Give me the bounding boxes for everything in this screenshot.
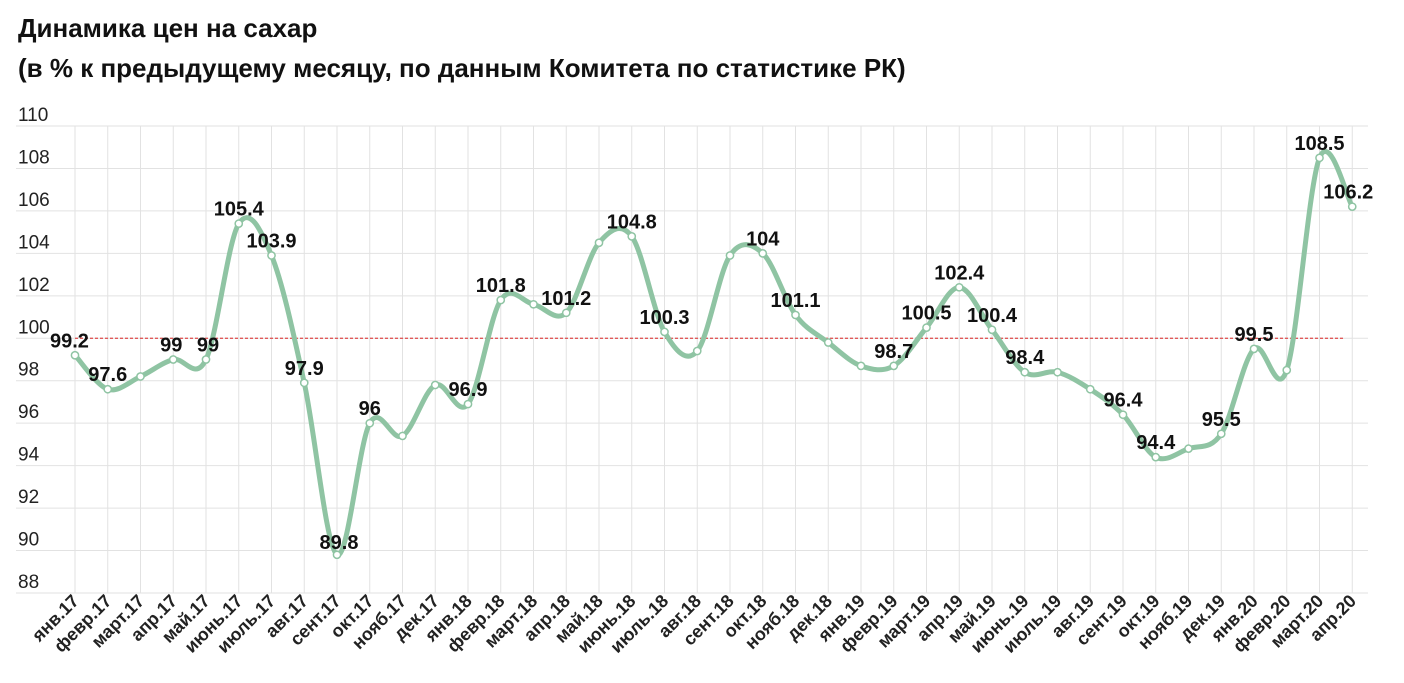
data-point	[1085, 384, 1095, 394]
chart-title-block: Динамика цен на сахар (в % к предыдущему…	[18, 8, 906, 88]
data-point	[201, 355, 211, 364]
data-point	[561, 308, 571, 318]
data-point	[70, 350, 80, 360]
data-label: 102.4	[934, 262, 985, 284]
data-label: 104	[746, 228, 780, 250]
data-label: 99.5	[1235, 324, 1274, 346]
data-label: 100.4	[967, 305, 1018, 327]
vertical-gridlines	[74, 126, 1353, 593]
y-tick-label: 94	[18, 445, 40, 466]
data-label: 103.9	[246, 230, 296, 252]
data-point	[692, 346, 702, 356]
data-point	[529, 299, 538, 309]
data-point	[725, 251, 735, 260]
data-point	[1053, 367, 1062, 377]
data-label: 94.4	[1136, 432, 1176, 454]
data-point	[889, 361, 899, 371]
data-label: 99.2	[50, 330, 89, 352]
data-point	[627, 232, 637, 241]
data-label: 104.8	[607, 211, 657, 233]
x-axis-ticks: янв.17февр.17март.17апр.17май.17июнь.17и…	[27, 591, 1360, 657]
data-point	[299, 378, 309, 388]
data-label: 98.7	[874, 341, 913, 363]
y-axis-ticks: 88 90 92 94 96 98 100 102 104 106 108 110	[18, 105, 50, 593]
data-label: 96.9	[449, 379, 488, 401]
data-label: 96	[359, 398, 381, 420]
data-point	[430, 380, 440, 390]
y-tick-label: 96	[18, 402, 39, 423]
chart-subtitle: (в % к предыдущему месяцу, по данным Ком…	[18, 53, 906, 83]
horizontal-gridlines	[16, 125, 1368, 594]
data-point	[758, 249, 768, 258]
data-label: 98.4	[1005, 347, 1045, 369]
y-tick-label: 104	[18, 232, 50, 253]
series-line	[72, 148, 1355, 558]
data-point	[168, 355, 178, 364]
data-point	[136, 372, 145, 381]
data-label: 101.1	[770, 290, 820, 312]
data-label: 105.4	[214, 199, 265, 221]
data-label: 97.6	[88, 364, 127, 386]
data-point	[1249, 344, 1259, 354]
data-point	[791, 310, 800, 320]
data-point	[332, 550, 342, 560]
data-label: 95.5	[1202, 409, 1241, 431]
data-label: 99	[197, 335, 219, 357]
y-tick-label: 98	[18, 360, 39, 381]
data-point	[1315, 153, 1324, 163]
data-label: 89.8	[320, 532, 359, 554]
data-point	[103, 384, 113, 394]
data-label: 96.4	[1104, 390, 1144, 412]
data-point	[1118, 410, 1128, 420]
data-point	[463, 399, 473, 409]
data-label: 100.3	[639, 307, 689, 329]
y-tick-label: 88	[18, 572, 39, 593]
data-point	[1282, 365, 1292, 375]
data-point	[1347, 202, 1357, 212]
data-label: 97.9	[285, 358, 324, 380]
data-point	[660, 327, 669, 337]
series-markers	[70, 153, 1357, 560]
y-tick-label: 102	[18, 275, 50, 296]
y-tick-label: 106	[18, 190, 50, 211]
data-label: 101.2	[541, 288, 591, 310]
data-point	[594, 238, 604, 248]
data-point	[987, 325, 997, 335]
data-labels: 99.2 97.6 99 99 105.4 103.9 97.9 89.8 96 96.9 101.…	[50, 133, 1373, 554]
data-label: 100.5	[901, 303, 951, 325]
data-point	[1184, 444, 1193, 454]
data-label: 106.2	[1323, 182, 1373, 204]
data-point	[954, 282, 964, 292]
data-point	[1151, 452, 1161, 462]
y-tick-label: 100	[18, 317, 50, 338]
chart-title: Динамика цен на сахар	[18, 13, 318, 43]
data-label: 108.5	[1294, 133, 1344, 155]
data-point	[856, 361, 866, 371]
data-point	[398, 431, 407, 441]
y-tick-label: 90	[18, 530, 39, 551]
data-point	[922, 323, 931, 333]
data-point	[365, 418, 375, 428]
data-point	[823, 338, 833, 347]
y-tick-label: 110	[18, 105, 48, 126]
data-label: 99	[160, 335, 182, 357]
data-point	[496, 295, 506, 305]
data-point	[234, 219, 244, 228]
data-point	[1216, 429, 1226, 439]
data-point	[267, 251, 276, 260]
data-label: 101.8	[476, 275, 526, 297]
data-point	[1020, 367, 1030, 377]
y-tick-label: 92	[18, 487, 39, 508]
y-tick-label: 108	[18, 147, 50, 168]
